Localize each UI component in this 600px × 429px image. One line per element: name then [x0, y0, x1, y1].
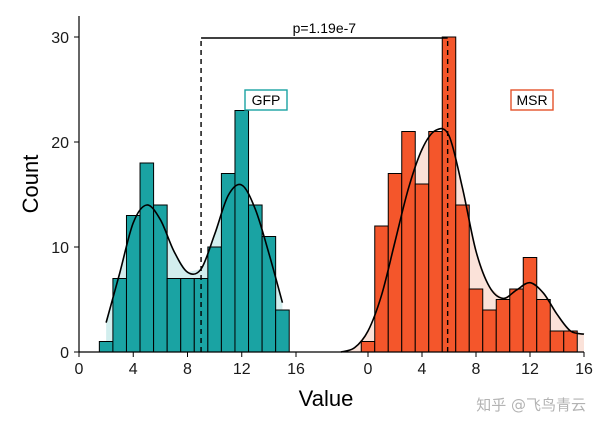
x-tick-label: 12 — [521, 361, 539, 378]
msr-bar — [360, 341, 376, 353]
msr-bar — [414, 183, 430, 353]
y-tick-label: 30 — [51, 30, 69, 47]
x-tick-label: 0 — [75, 361, 84, 378]
msr-bar — [455, 204, 470, 353]
gfp-bar — [153, 204, 168, 353]
msr-bar — [468, 288, 484, 353]
gfp-density-curve — [105, 183, 284, 323]
x-tick-label: 4 — [129, 361, 138, 378]
p-value-label: p=1.19e-7 — [293, 20, 357, 36]
y-axis-title: Count — [18, 155, 43, 214]
gfp-bar — [234, 110, 250, 353]
msr-bar — [536, 299, 551, 353]
msr-bar — [563, 330, 578, 353]
msr-bar — [509, 288, 524, 353]
gfp-bar — [207, 246, 222, 353]
y-tick-label: 20 — [51, 135, 69, 152]
msr-bar — [495, 299, 511, 353]
msr-bar — [401, 131, 416, 353]
msr-density-curve — [340, 127, 585, 353]
gfp-bar — [139, 162, 155, 353]
msr-legend-label: MSR — [516, 92, 547, 108]
watermark-text: 知乎 @飞鸟青云 — [476, 396, 586, 414]
gfp-bar — [248, 204, 263, 353]
gfp-bar — [275, 309, 290, 353]
x-axis-title: Value — [299, 386, 354, 411]
x-tick-label: 8 — [472, 361, 481, 378]
y-tick-label: 10 — [51, 240, 69, 257]
msr-bar — [549, 330, 565, 353]
msr-bar — [482, 309, 497, 353]
msr-bar — [441, 36, 457, 353]
x-tick-label: 4 — [418, 361, 427, 378]
gfp-legend-label: GFP — [252, 92, 281, 108]
x-tick-label: 0 — [364, 361, 373, 378]
gfp-bar — [220, 173, 236, 353]
gfp-bar — [98, 341, 114, 353]
x-tick-label: 16 — [575, 361, 593, 378]
gfp-bar — [166, 278, 182, 353]
y-tick-label: 0 — [60, 345, 69, 362]
gfp-bar — [180, 278, 195, 353]
x-tick-label: 12 — [233, 361, 251, 378]
x-tick-label: 16 — [287, 361, 305, 378]
msr-legend-box — [510, 89, 554, 111]
msr-bar — [522, 257, 538, 353]
msr-bar — [374, 225, 389, 353]
x-tick-label: 8 — [183, 361, 192, 378]
msr-bar — [428, 131, 443, 353]
gfp-legend-box — [244, 89, 288, 111]
